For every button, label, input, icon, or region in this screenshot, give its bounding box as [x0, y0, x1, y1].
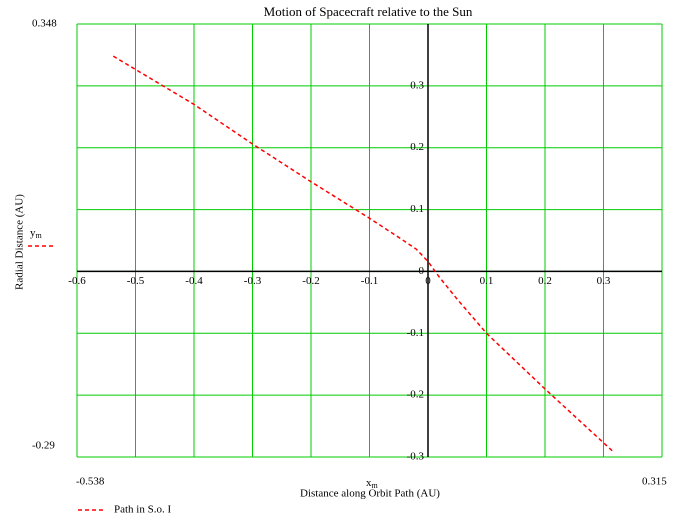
y-tick-label: 0.3 [410, 79, 424, 91]
x-tick-label: -0.1 [361, 275, 378, 287]
x-tick-label: -0.3 [244, 275, 262, 287]
y-min-label: -0.29 [32, 440, 55, 452]
x-tick-label: 0.1 [480, 275, 494, 287]
legend-label: Path in S.o. I [114, 504, 171, 516]
chart-title: Motion of Spacecraft relative to the Sun [264, 4, 473, 19]
x-tick-label: 0.3 [597, 275, 611, 287]
x-variable: xm [366, 477, 379, 490]
x-tick-label: -0.5 [127, 275, 145, 287]
y-tick-label: -0.2 [407, 389, 424, 401]
y-tick-label: 0.1 [410, 203, 424, 215]
x-tick-label: -0.6 [68, 275, 86, 287]
y-tick-label: -0.3 [407, 451, 425, 463]
x-min-label: -0.538 [76, 476, 105, 488]
x-max-label: 0.315 [642, 476, 667, 488]
y-variable: ym [30, 227, 43, 240]
y-axis-title: Radial Distance (AU) [14, 194, 26, 290]
data-line [112, 55, 613, 452]
y-tick-label: -0.1 [407, 327, 424, 339]
x-axis-title: Distance along Orbit Path (AU) [300, 488, 440, 500]
y-tick-label: 0.2 [410, 141, 424, 153]
y-max-label: 0.348 [32, 18, 57, 30]
x-tick-label: 0.2 [538, 275, 552, 287]
x-tick-label: -0.2 [302, 275, 319, 287]
x-tick-label: -0.4 [185, 275, 203, 287]
